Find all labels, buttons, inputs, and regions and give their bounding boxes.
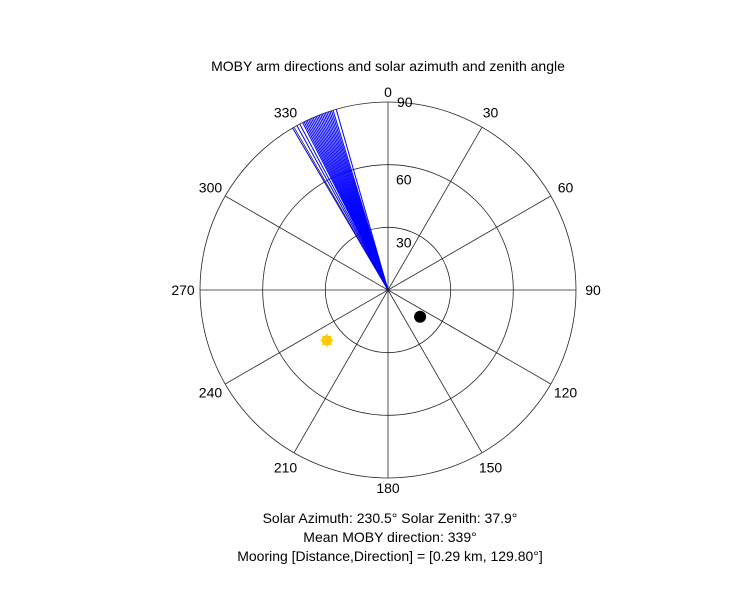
angle-label-180: 180	[376, 480, 400, 496]
mean-moby-direction-text: Mean MOBY direction: 339°	[303, 529, 477, 545]
grid-spoke-210	[293, 289, 389, 454]
grid-spoke-300	[224, 195, 389, 291]
grid-spoke-240	[224, 289, 389, 385]
radial-label-60: 60	[396, 172, 412, 188]
angle-label-330: 330	[274, 104, 298, 120]
markers	[320, 310, 427, 347]
sun-ray	[321, 335, 326, 339]
moby-arm-line	[299, 123, 389, 291]
sun-ray	[328, 341, 333, 346]
moby-arm-line	[335, 109, 389, 291]
angle-label-240: 240	[199, 385, 223, 401]
angle-label-90: 90	[585, 282, 601, 298]
grid-spoke-30	[387, 126, 483, 291]
angle-label-60: 60	[558, 180, 574, 196]
chart-title: MOBY arm directions and solar azimuth an…	[211, 58, 565, 74]
angle-label-0: 0	[384, 84, 392, 100]
moby-arm-line	[292, 127, 389, 291]
sun-icon	[320, 333, 334, 347]
sun-ray	[321, 341, 326, 346]
grid-spoke-60	[387, 195, 552, 291]
moby-arm-line	[332, 110, 389, 291]
grid-spoke-150	[387, 289, 483, 454]
sun-ray	[328, 335, 333, 339]
moby-arm-line	[296, 125, 389, 291]
angle-label-300: 300	[199, 180, 223, 196]
angle-label-150: 150	[479, 460, 503, 476]
mooring-marker	[414, 310, 427, 323]
moby-arm-lines	[292, 109, 389, 291]
radial-label-30: 30	[396, 234, 412, 250]
angle-label-270: 270	[171, 282, 195, 298]
grid-spoke-120	[387, 289, 552, 385]
radial-tick-labels: 30 60 90	[396, 94, 413, 250]
mooring-info-text: Mooring [Distance,Direction] = [0.29 km,…	[237, 548, 543, 564]
angle-label-210: 210	[274, 460, 298, 476]
polar-grid	[199, 101, 577, 479]
angle-label-120: 120	[554, 385, 578, 401]
angle-tick-labels: 0 30 60 90 120 150 180 210 240 270 300 330	[171, 84, 601, 496]
radial-label-90: 90	[397, 94, 413, 110]
angle-label-30: 30	[483, 104, 499, 120]
solar-info-text: Solar Azimuth: 230.5° Solar Zenith: 37.9…	[262, 510, 518, 526]
